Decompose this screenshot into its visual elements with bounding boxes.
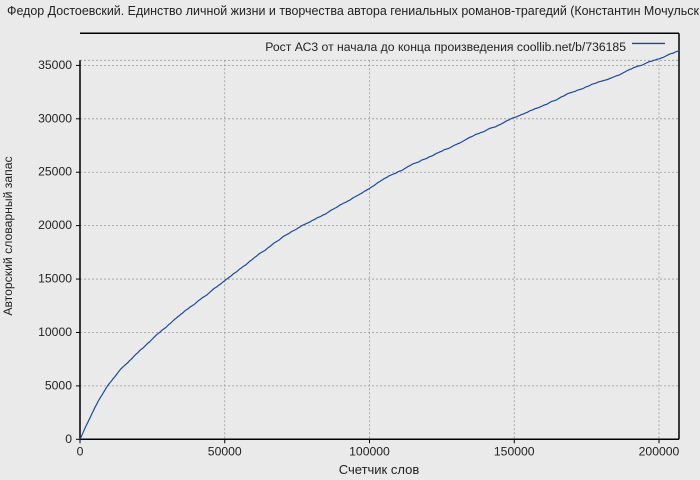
svg-text:Рост АС3 от начала до конца пр: Рост АС3 от начала до конца произведения… [265, 40, 626, 54]
svg-text:50000: 50000 [208, 444, 242, 458]
svg-text:0: 0 [77, 444, 84, 458]
svg-text:Авторский словарный запас: Авторский словарный запас [1, 156, 15, 315]
svg-text:Счетчик слов: Счетчик слов [339, 462, 420, 477]
svg-text:100000: 100000 [349, 444, 390, 458]
svg-text:20000: 20000 [38, 218, 72, 232]
svg-text:150000: 150000 [494, 444, 535, 458]
svg-text:15000: 15000 [38, 272, 72, 286]
svg-text:200000: 200000 [639, 444, 680, 458]
svg-text:Федор Достоевский. Единство ли: Федор Достоевский. Единство личной жизни… [7, 4, 699, 18]
svg-text:0: 0 [65, 432, 72, 446]
svg-text:25000: 25000 [38, 165, 72, 179]
svg-text:10000: 10000 [38, 325, 72, 339]
svg-text:35000: 35000 [38, 58, 72, 72]
svg-text:5000: 5000 [45, 378, 72, 392]
svg-text:30000: 30000 [38, 111, 72, 125]
